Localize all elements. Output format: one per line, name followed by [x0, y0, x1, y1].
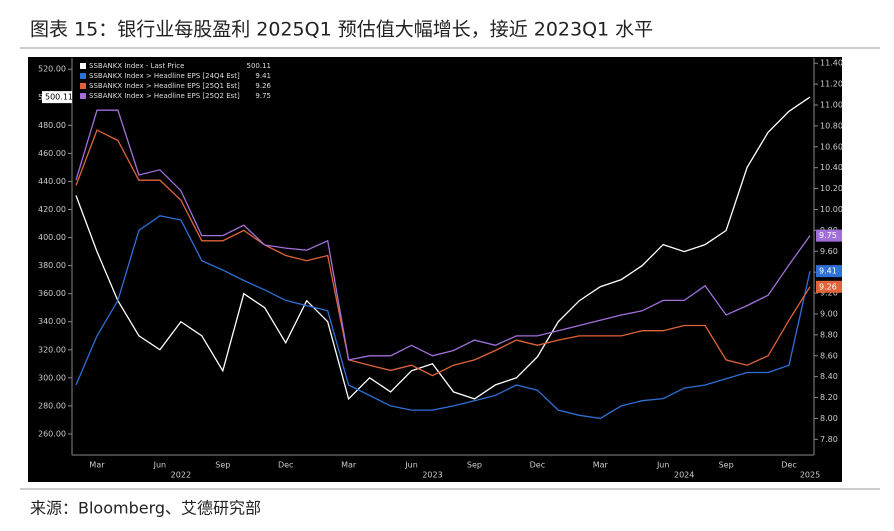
last-value-tag — [42, 91, 72, 104]
x-tick-label: Dec — [530, 461, 545, 470]
series-line — [75, 215, 811, 420]
plot-background — [28, 57, 842, 482]
x-tick-label: Sep — [467, 461, 482, 470]
y2-tick-label: 8.60 — [820, 351, 838, 360]
legend-value: 9.75 — [255, 92, 271, 100]
last-value-label: 9.75 — [819, 231, 837, 240]
y2-tick-label: 9.00 — [820, 309, 838, 318]
last-value-tag — [816, 265, 842, 278]
legend-value: 9.41 — [255, 72, 271, 80]
y-tick-label: 260.00 — [38, 429, 66, 438]
x-tick-label: Sep — [719, 461, 734, 470]
chart-title: 图表 15：银行业每股盈利 2025Q1 预估值大幅增长，接近 2023Q1 水… — [30, 19, 653, 41]
y-tick-label: 340.00 — [38, 317, 66, 326]
legend-swatch — [80, 73, 86, 79]
x-tick-label: Mar — [593, 461, 609, 470]
y-tick-label: 440.00 — [38, 177, 66, 186]
y2-tick-label: 7.80 — [820, 435, 838, 444]
x-tick-label: Mar — [89, 461, 105, 470]
x-tick-label: Jun — [656, 461, 670, 470]
last-value-label: 9.41 — [819, 267, 837, 276]
y2-tick-label: 10.40 — [820, 163, 843, 172]
y-tick-label: 320.00 — [38, 345, 66, 354]
legend-value: 500.11 — [247, 62, 272, 70]
legend-label: SSBANKX Index - Last Price — [89, 62, 184, 70]
y-tick-label: 280.00 — [38, 401, 66, 410]
x-year-label: 2025 — [800, 471, 820, 480]
x-tick-label: Jun — [404, 461, 418, 470]
legend-label: SSBANKX Index > Headline EPS [24Q4 Est] — [89, 72, 240, 80]
series-line — [75, 129, 811, 377]
y2-tick-label: 10.00 — [820, 205, 843, 214]
x-tick-label: Mar — [341, 461, 357, 470]
y2-tick-label: 11.40 — [820, 59, 843, 68]
series-line — [75, 96, 811, 401]
legend-swatch — [80, 93, 86, 99]
last-value-label: 9.26 — [819, 282, 837, 291]
x-tick-label: Sep — [215, 461, 230, 470]
y2-tick-label: 11.00 — [820, 101, 843, 110]
y-tick-label: 300.00 — [38, 373, 66, 382]
y2-tick-label: 9.20 — [820, 289, 838, 298]
y2-tick-label: 10.60 — [820, 142, 843, 151]
y-tick-label: 360.00 — [38, 289, 66, 298]
last-value-tag — [816, 229, 842, 242]
y-tick-label: 460.00 — [38, 149, 66, 158]
series-line — [75, 109, 811, 361]
y-tick-label: 480.00 — [38, 121, 66, 130]
x-year-label: 2022 — [171, 471, 191, 480]
y-tick-label: 380.00 — [38, 261, 66, 270]
x-year-label: 2024 — [674, 471, 694, 480]
y2-tick-label: 9.60 — [820, 247, 838, 256]
y2-tick-label: 10.80 — [820, 121, 843, 130]
legend-swatch — [80, 63, 86, 69]
source-note: 来源：Bloomberg、艾德研究部 — [30, 499, 261, 518]
last-value-label: 500.11 — [45, 93, 73, 102]
x-tick-label: Dec — [781, 461, 796, 470]
legend-swatch — [80, 83, 86, 89]
legend-label: SSBANKX Index > Headline EPS [25Q1 Est] — [89, 82, 240, 90]
y-tick-label: 420.00 — [38, 205, 66, 214]
y2-tick-label: 11.20 — [820, 80, 843, 89]
y-tick-label: 520.00 — [38, 65, 66, 74]
y2-tick-label: 8.80 — [820, 330, 838, 339]
y2-tick-label: 8.40 — [820, 372, 838, 381]
y2-tick-label: 8.00 — [820, 414, 838, 423]
last-value-tag — [816, 280, 842, 293]
legend-label: SSBANKX Index > Headline EPS [25Q2 Est] — [89, 92, 240, 100]
y2-tick-label: 8.20 — [820, 393, 838, 402]
y-tick-label: 400.00 — [38, 233, 66, 242]
x-tick-label: Jun — [153, 461, 167, 470]
x-year-label: 2023 — [422, 471, 442, 480]
x-tick-label: Dec — [278, 461, 293, 470]
legend-value: 9.26 — [255, 82, 271, 90]
y2-tick-label: 10.20 — [820, 184, 843, 193]
